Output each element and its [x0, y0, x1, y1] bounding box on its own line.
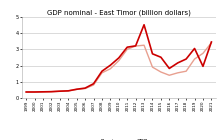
- GDP: [185, 58, 187, 60]
- GDP: [176, 62, 179, 64]
- Previous: [202, 52, 204, 54]
- Previous: [33, 91, 36, 93]
- Previous: [160, 71, 162, 73]
- Previous: [75, 89, 78, 90]
- Previous: [185, 70, 187, 72]
- GDP: [126, 46, 128, 48]
- GDP: [151, 53, 154, 55]
- GDP: [109, 64, 112, 66]
- Previous: [84, 88, 86, 89]
- Previous: [193, 58, 196, 60]
- GDP: [101, 70, 103, 72]
- Previous: [126, 48, 128, 50]
- Previous: [210, 42, 213, 44]
- GDP: [117, 57, 120, 59]
- GDP: [92, 83, 95, 85]
- GDP: [210, 41, 213, 43]
- GDP: [168, 68, 171, 69]
- Previous: [117, 60, 120, 61]
- GDP: [59, 90, 61, 92]
- Previous: [59, 90, 61, 92]
- GDP: [193, 48, 196, 49]
- Previous: [134, 45, 137, 47]
- GDP: [50, 91, 53, 93]
- GDP: [143, 24, 145, 26]
- Previous: [101, 72, 103, 74]
- Previous: [109, 68, 112, 70]
- Previous: [67, 90, 70, 92]
- Previous: [42, 91, 44, 93]
- Previous: [168, 74, 171, 76]
- GDP: [25, 91, 28, 93]
- GDP: [84, 87, 86, 89]
- Previous: [151, 66, 154, 68]
- Previous: [92, 84, 95, 86]
- GDP: [134, 45, 137, 47]
- Title: GDP nominal - East Timor (billion dollars): GDP nominal - East Timor (billion dollar…: [47, 9, 191, 16]
- GDP: [33, 91, 36, 93]
- GDP: [75, 88, 78, 90]
- Previous: [176, 72, 179, 74]
- GDP: [160, 56, 162, 58]
- Line: GDP: GDP: [26, 25, 211, 92]
- GDP: [42, 91, 44, 93]
- Legend: Previous, GDP: Previous, GDP: [88, 136, 150, 140]
- Line: Previous: Previous: [26, 43, 211, 92]
- GDP: [67, 90, 70, 92]
- Previous: [25, 91, 28, 93]
- Previous: [143, 44, 145, 46]
- GDP: [202, 66, 204, 67]
- Previous: [50, 91, 53, 93]
